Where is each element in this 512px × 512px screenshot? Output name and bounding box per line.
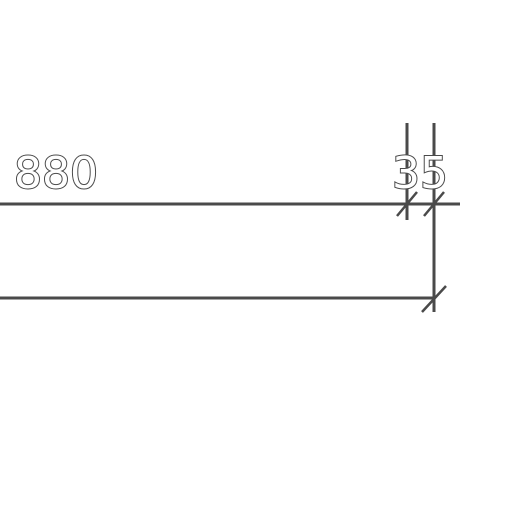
tick-mark-right [423,191,445,217]
dimension-label-880: 880 [14,148,98,199]
dimension-label-35: 35 [392,148,448,199]
tick-mark-bottom [421,285,447,313]
tick-mark-left [396,191,418,217]
